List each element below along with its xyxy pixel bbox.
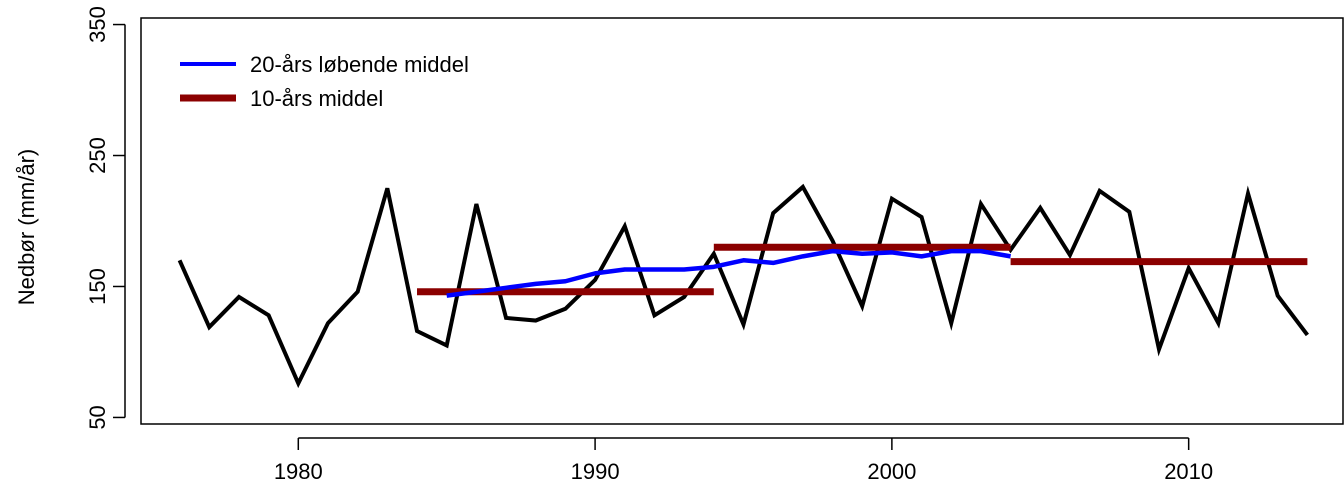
plot-area	[177, 183, 1309, 389]
x-tick-label: 1990	[571, 459, 620, 482]
plot-frame	[140, 17, 1344, 425]
legend: 20-års løbende middel 10-års middel	[180, 52, 469, 111]
y-tick-label: 50	[85, 405, 110, 429]
x-tick-label: 2000	[867, 459, 916, 482]
axes: 1980 1990 2000 2010 50 150 250 350	[85, 6, 1213, 482]
series-line-running-mean	[446, 248, 1011, 298]
y-tick-label: 250	[85, 137, 110, 174]
legend-label-running-mean: 20-års løbende middel	[250, 52, 469, 77]
series-line-precipitation	[177, 183, 1309, 389]
y-tick-label: 350	[85, 6, 110, 43]
legend-label-ten-year-mean: 10-års middel	[250, 86, 383, 111]
y-axis-title: Nedbør (mm/år)	[14, 149, 39, 305]
y-tick-label: 150	[85, 268, 110, 305]
x-tick-label: 2010	[1164, 459, 1213, 482]
x-tick-label: 1980	[274, 459, 323, 482]
